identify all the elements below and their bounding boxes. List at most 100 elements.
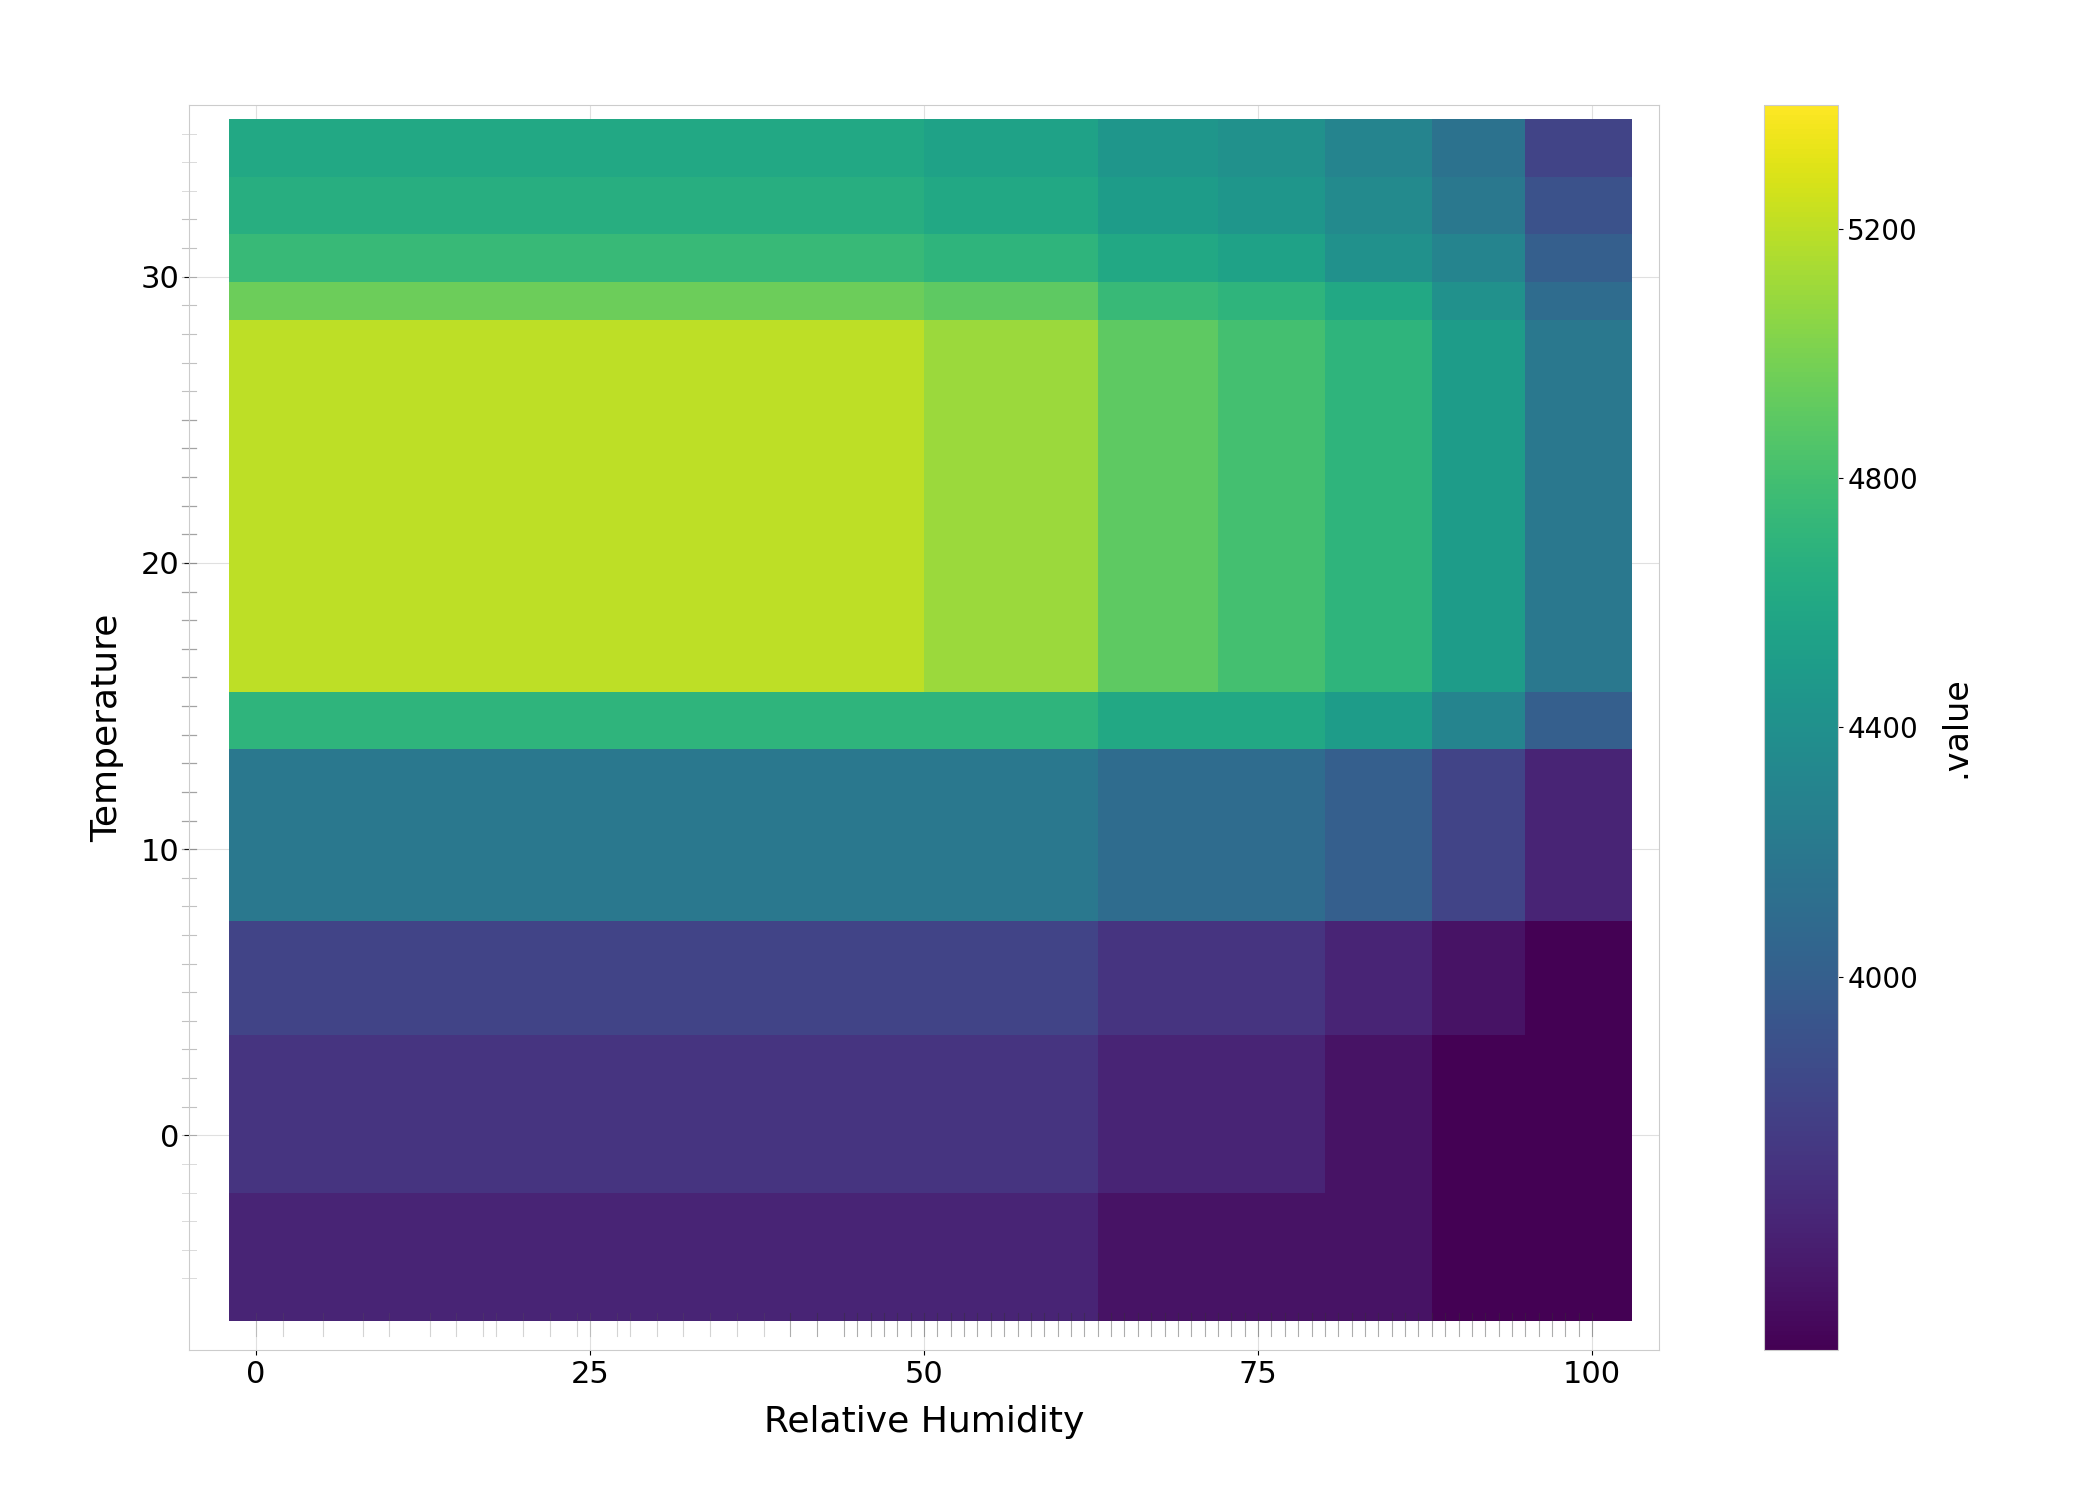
Bar (1525, 282, 1632, 320)
Bar (1525, 1035, 1632, 1193)
Bar (1432, 1035, 1525, 1193)
Bar (1218, 921, 1325, 1035)
Bar (229, 234, 416, 282)
Bar (1325, 1035, 1432, 1193)
Bar (416, 320, 590, 692)
Bar (1325, 282, 1432, 320)
Bar (229, 748, 416, 921)
Bar (764, 234, 924, 282)
Bar (590, 1192, 764, 1322)
Bar (1218, 120, 1325, 177)
Bar (764, 282, 924, 320)
Bar (924, 921, 1098, 1035)
Bar (416, 921, 590, 1035)
Bar (1525, 921, 1632, 1035)
Bar (416, 692, 590, 748)
X-axis label: Relative Humidity: Relative Humidity (764, 1406, 1084, 1440)
Bar (1325, 1192, 1432, 1322)
Bar (1218, 177, 1325, 234)
Bar (416, 1035, 590, 1193)
Bar (1325, 177, 1432, 234)
Bar (1525, 177, 1632, 234)
Bar (1325, 120, 1432, 177)
Bar (416, 1192, 590, 1322)
Bar (229, 282, 416, 320)
Bar (1432, 1192, 1525, 1322)
Bar (764, 177, 924, 234)
Bar (924, 177, 1098, 234)
Bar (1098, 921, 1218, 1035)
Bar (1098, 1035, 1218, 1193)
Bar (229, 177, 416, 234)
Bar (924, 120, 1098, 177)
Bar (590, 120, 764, 177)
Bar (590, 282, 764, 320)
Bar (1432, 320, 1525, 692)
Bar (1218, 282, 1325, 320)
Bar (1432, 282, 1525, 320)
Bar (1325, 692, 1432, 748)
Bar (764, 692, 924, 748)
Bar (229, 1192, 416, 1322)
Bar (1325, 748, 1432, 921)
Bar (590, 748, 764, 921)
Bar (229, 1035, 416, 1193)
Bar (924, 320, 1098, 692)
Bar (1325, 234, 1432, 282)
Bar (1432, 234, 1525, 282)
Bar (1098, 748, 1218, 921)
Bar (1098, 692, 1218, 748)
Bar (1432, 177, 1525, 234)
Bar (764, 120, 924, 177)
Bar (416, 177, 590, 234)
Bar (229, 692, 416, 748)
Bar (924, 692, 1098, 748)
Y-axis label: .value: .value (1938, 676, 1972, 778)
Bar (1432, 921, 1525, 1035)
Bar (1525, 234, 1632, 282)
Bar (416, 120, 590, 177)
Bar (229, 320, 416, 692)
Bar (1525, 1192, 1632, 1322)
Bar (1325, 320, 1432, 692)
Bar (1525, 320, 1632, 692)
Bar (1098, 1192, 1218, 1322)
Bar (1098, 177, 1218, 234)
Bar (1218, 320, 1325, 692)
Bar (1218, 748, 1325, 921)
Bar (416, 748, 590, 921)
Bar (590, 177, 764, 234)
Bar (1325, 921, 1432, 1035)
Bar (1218, 1192, 1325, 1322)
Bar (1432, 120, 1525, 177)
Y-axis label: Temperature: Temperature (90, 614, 124, 842)
Bar (1525, 692, 1632, 748)
Bar (764, 748, 924, 921)
Bar (590, 1035, 764, 1193)
Bar (764, 1192, 924, 1322)
Bar (1432, 692, 1525, 748)
Bar (764, 1035, 924, 1193)
Bar (1098, 120, 1218, 177)
Bar (1218, 692, 1325, 748)
Bar (924, 1035, 1098, 1193)
Bar (924, 282, 1098, 320)
Bar (229, 120, 416, 177)
Bar (416, 282, 590, 320)
Bar (1525, 120, 1632, 177)
Bar (924, 1192, 1098, 1322)
Bar (1098, 320, 1218, 692)
Bar (590, 320, 764, 692)
Bar (590, 692, 764, 748)
Bar (1218, 1035, 1325, 1193)
Bar (590, 234, 764, 282)
Bar (590, 921, 764, 1035)
Bar (924, 748, 1098, 921)
Bar (1218, 234, 1325, 282)
Bar (764, 320, 924, 692)
Bar (764, 921, 924, 1035)
Bar (1098, 234, 1218, 282)
Bar (229, 921, 416, 1035)
Bar (1098, 282, 1218, 320)
Bar (924, 234, 1098, 282)
